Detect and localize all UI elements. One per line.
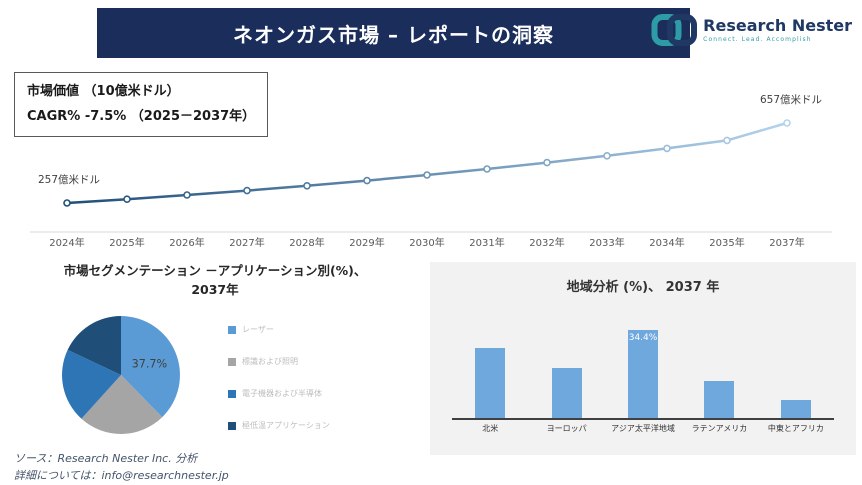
bar-column-4: ラテンアメリカ xyxy=(681,318,757,433)
page-title: ネオンガス市場 – レポートの洞察 xyxy=(233,22,554,47)
segmentation-section: 市場セグメンテーション －アプリケーション別(%)、 2037年 37.7% レ… xyxy=(0,262,430,457)
svg-text:657億米ドル: 657億米ドル xyxy=(760,93,822,106)
market-value-label: 市場価値 （10億米ドル） xyxy=(27,84,180,99)
legend-item-cryogenic: 極低温アプリケーション xyxy=(228,420,330,431)
bar-category-label: 中東とアフリカ xyxy=(767,424,824,433)
bar-column-2: ヨーロッパ xyxy=(528,318,604,433)
svg-text:2031年: 2031年 xyxy=(469,236,504,249)
svg-text:2030年: 2030年 xyxy=(409,236,444,249)
svg-text:2028年: 2028年 xyxy=(289,236,324,249)
segmentation-pie-chart: 37.7% xyxy=(62,316,180,434)
bar xyxy=(551,368,582,418)
brand-tagline: Connect. Lead. Accomplish xyxy=(703,35,812,43)
pie-title-line2: 2037年 xyxy=(191,281,239,297)
svg-text:2032年: 2032年 xyxy=(529,236,564,249)
bar-category-label: アジア太平洋地域 xyxy=(611,424,675,433)
pie-legend: レーザー 標識および照明 電子機器および半導体 極低温アプリケーション xyxy=(228,324,330,452)
legend-label-signage-lighting: 標識および照明 xyxy=(242,357,298,366)
bar-data-label: 34.4% xyxy=(628,333,658,343)
svg-text:2033年: 2033年 xyxy=(589,236,624,249)
legend-swatch-signage-lighting xyxy=(228,357,236,366)
bar-chart-title: 地域分析 (%)、 2037 年 xyxy=(566,280,720,295)
research-nester-logo-icon xyxy=(651,14,698,46)
legend-label-electronics-semiconductor: 電子機器および半導体 xyxy=(242,389,322,398)
svg-text:2029年: 2029年 xyxy=(349,236,384,249)
svg-text:2025年: 2025年 xyxy=(109,236,144,249)
legend-swatch-laser xyxy=(228,325,236,334)
bar-column-1: 北米 xyxy=(452,318,528,433)
svg-text:257億米ドル: 257億米ドル xyxy=(38,173,100,186)
svg-text:2027年: 2027年 xyxy=(229,236,264,249)
brand-text: Research Nester Connect. Lead. Accomplis… xyxy=(703,17,852,43)
regional-analysis-section: 地域分析 (%)、 2037 年 北米 ヨーロッパ 34.4% アジア太平洋地域 ラテン… xyxy=(430,262,856,455)
source-note: ソース：Research Nester Inc. 分析 xyxy=(14,452,198,465)
bar-category-label: 北米 xyxy=(482,424,499,433)
legend-label-cryogenic: 極低温アプリケーション xyxy=(242,421,330,430)
cagr-label: CAGR% -7.5% （2025－2037年） xyxy=(27,108,256,124)
page-title-bar: ネオンガス市場 – レポートの洞察 xyxy=(97,8,690,58)
svg-text:2026年: 2026年 xyxy=(169,236,204,249)
legend-swatch-cryogenic xyxy=(228,421,236,430)
bar-column-5: 中東とアフリカ xyxy=(758,318,834,433)
svg-text:2024年: 2024年 xyxy=(49,236,84,249)
bar xyxy=(475,348,506,418)
legend-item-electronics-semiconductor: 電子機器および半導体 xyxy=(228,388,330,399)
bar-category-label: ヨーロッパ xyxy=(546,424,587,433)
legend-item-signage-lighting: 標識および照明 xyxy=(228,356,330,367)
bar xyxy=(704,381,735,418)
bar: 34.4% xyxy=(628,330,659,418)
contact-note: 詳細については：info@researchnester.jp xyxy=(14,469,229,483)
brand-logo: Research Nester Connect. Lead. Accomplis… xyxy=(651,12,852,48)
pie-chart-title: 市場セグメンテーション －アプリケーション別(%)、 2037年 xyxy=(15,262,415,300)
legend-swatch-electronics-semiconductor xyxy=(228,389,236,398)
market-value-box: 市場価値 （10億米ドル） CAGR% -7.5% （2025－2037年） xyxy=(14,72,269,138)
svg-text:37.7%: 37.7% xyxy=(132,358,168,371)
svg-text:2034年: 2034年 xyxy=(649,236,684,249)
svg-text:2035年: 2035年 xyxy=(709,236,744,249)
bar-column-3: 34.4% アジア太平洋地域 xyxy=(605,318,681,433)
footer: ソース：Research Nester Inc. 分析 詳細については：info… xyxy=(14,450,229,484)
bar xyxy=(780,400,811,418)
brand-name: Research Nester xyxy=(703,15,852,35)
svg-text:2037年: 2037年 xyxy=(769,236,804,249)
pie-title-line1: 市場セグメンテーション －アプリケーション別(%)、 xyxy=(63,263,367,278)
regional-bar-chart: 北米 ヨーロッパ 34.4% アジア太平洋地域 ラテンアメリカ 中東とアフリカ xyxy=(452,318,834,433)
legend-item-laser: レーザー xyxy=(228,324,330,335)
legend-label-laser: レーザー xyxy=(242,325,274,334)
bar-category-label: ラテンアメリカ xyxy=(691,424,748,433)
market-value-line-chart: 2024年 2025年 2026年 2027年 2028年 2029年 2030年 2031年… xyxy=(30,93,832,249)
